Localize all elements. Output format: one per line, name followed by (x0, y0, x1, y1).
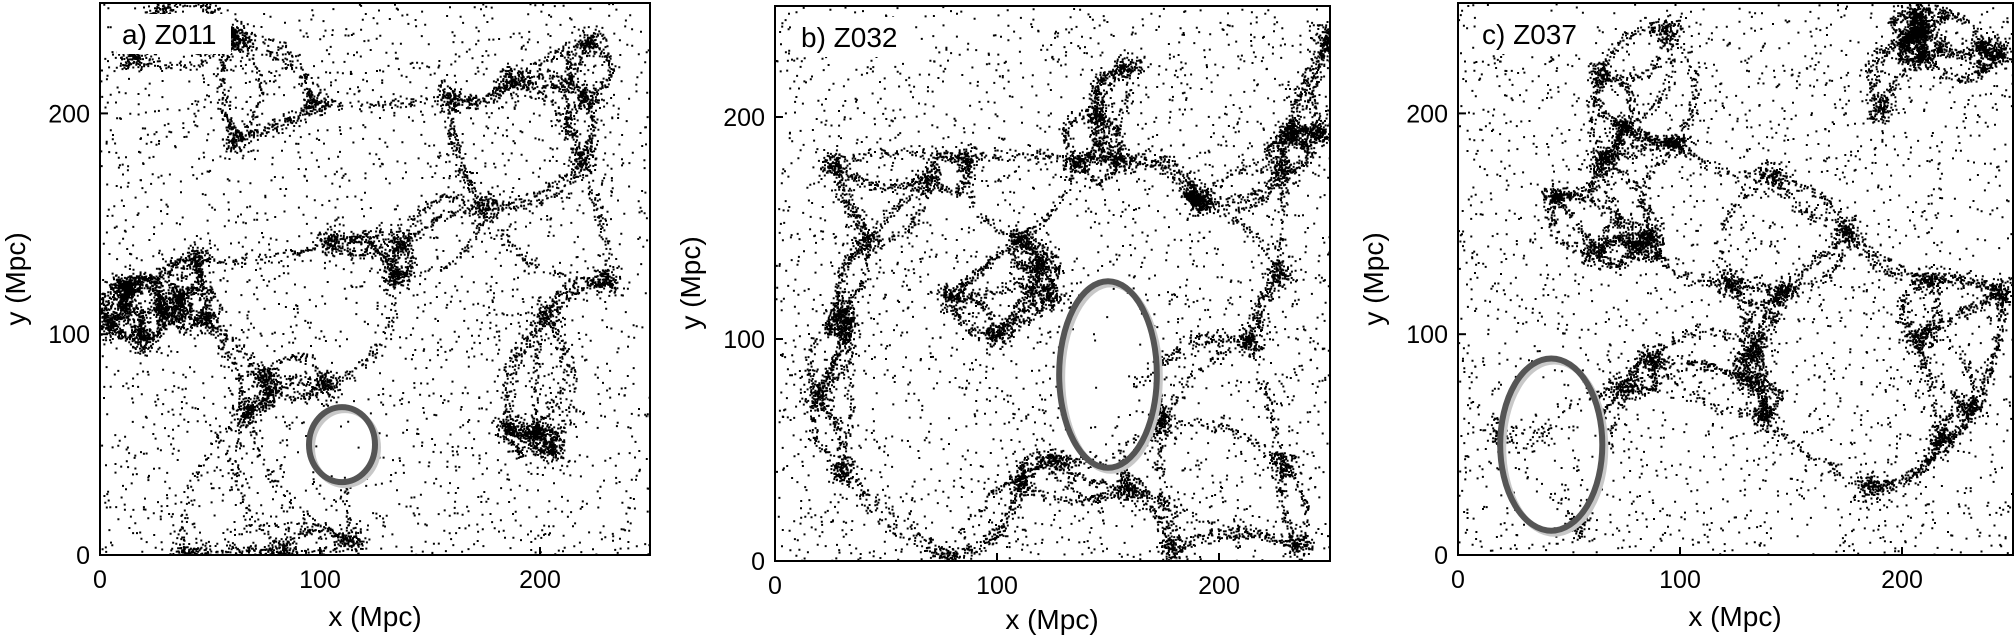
x-tick-label: 100 (299, 566, 341, 594)
void-ellipse (1497, 355, 1606, 534)
plot-frame (774, 5, 1331, 562)
x-ticks: 0 100 200 (768, 553, 1240, 600)
panel-label: a) Z011 (122, 19, 216, 50)
y-tick-label: 100 (723, 326, 765, 354)
y-tick-label: 0 (751, 548, 765, 576)
void-ellipse (1056, 278, 1160, 471)
panel-label-bg (117, 14, 231, 54)
galaxy-points (1458, 3, 2013, 555)
galaxy-points (775, 6, 1330, 561)
panel-label-bg (1477, 14, 1595, 54)
plot-frame (99, 2, 651, 556)
x-tick-label: 200 (519, 566, 561, 594)
y-tick-label: 0 (1434, 542, 1448, 570)
x-ticks: 0 100 200 (93, 547, 561, 594)
x-axis-label: x (Mpc) (328, 601, 421, 632)
x-tick-label: 0 (93, 566, 107, 594)
void-ellipse (306, 404, 378, 486)
y-ticks: 0 100 200 (723, 104, 783, 576)
y-axis-label: y (Mpc) (0, 232, 31, 325)
panel-a: a) Z011 0 100 200 0 100 200 x (Mpc) y (Mpc) (0, 2, 651, 632)
x-ticks: 0 100 200 (1451, 547, 1923, 594)
y-tick-label: 200 (48, 100, 90, 128)
y-ticks: 0 100 200 (48, 100, 108, 570)
galaxy-dots (1458, 3, 2013, 555)
x-tick-label: 200 (1881, 566, 1923, 594)
galaxy-dots (775, 6, 1330, 561)
panel-c: c) Z037 0 100 200 0 100 200 x (Mpc) y (Mpc) (1358, 2, 2014, 632)
y-axis-label: y (Mpc) (1358, 232, 1389, 325)
panel-b: b) Z032 0 100 200 0 100 200 x (Mpc) y (Mpc) (675, 5, 1331, 635)
plot-frame (1457, 2, 2014, 556)
y-tick-label: 100 (48, 321, 90, 349)
panel-label: c) Z037 (1482, 19, 1577, 50)
x-tick-label: 0 (768, 572, 782, 600)
galaxy-dots (100, 3, 650, 555)
x-tick-label: 0 (1451, 566, 1465, 594)
x-axis-label: x (Mpc) (1005, 604, 1098, 635)
galaxy-points (100, 3, 650, 555)
panel-label: b) Z032 (801, 22, 898, 53)
x-tick-label: 200 (1198, 572, 1240, 600)
y-axis-label: y (Mpc) (675, 236, 706, 329)
y-tick-label: 200 (723, 104, 765, 132)
panel-label-bg (795, 17, 915, 57)
y-tick-label: 0 (76, 542, 90, 570)
y-ticks: 0 100 200 (1406, 100, 1466, 570)
x-tick-label: 100 (1659, 566, 1701, 594)
y-tick-label: 100 (1406, 321, 1448, 349)
y-tick-label: 200 (1406, 100, 1448, 128)
x-tick-label: 100 (976, 572, 1018, 600)
x-axis-label: x (Mpc) (1688, 601, 1781, 632)
